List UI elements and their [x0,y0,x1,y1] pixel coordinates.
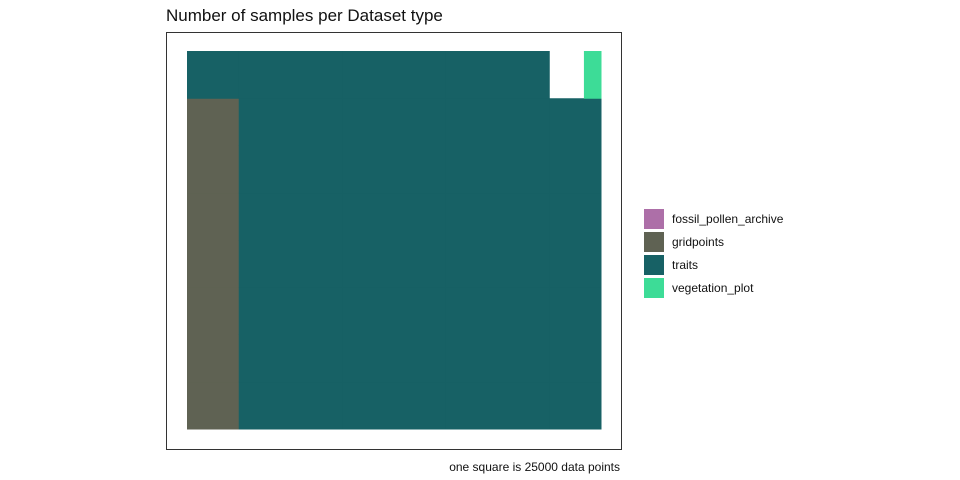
waffle-square-traits [290,51,343,99]
waffle-square-traits [342,240,395,288]
legend-item: traits [644,253,783,276]
legend-item: gridpoints [644,230,783,253]
waffle-square-traits [238,51,291,99]
waffle-square-traits [549,287,602,335]
waffle-square-traits [497,145,550,194]
waffle-square-traits [238,287,291,335]
waffle-square-gridpoints [187,381,240,430]
waffle-square-traits [238,334,291,383]
legend-label: fossil_pollen_archive [672,211,784,226]
waffle-square-traits [342,145,395,194]
waffle-square-traits [238,192,291,241]
legend-label: vegetation_plot [672,280,754,295]
waffle-square-traits [238,98,291,146]
waffle-square-traits [342,381,395,430]
waffle-square-gridpoints [187,145,240,194]
waffle-square-traits [497,192,550,241]
waffle-square-traits [342,51,395,99]
waffle-square-traits [238,240,291,288]
legend-item: fossil_pollen_archive [644,207,783,230]
waffle-square-traits [445,240,498,288]
waffle-square-gridpoints [187,192,240,241]
waffle-square-traits [445,192,498,241]
waffle-square-traits [290,192,343,241]
waffle-square-traits [445,334,498,383]
legend-item: vegetation_plot [644,276,783,299]
waffle-square-traits [394,192,447,241]
waffle-square-traits [187,51,240,99]
waffle-square-traits [394,240,447,288]
waffle-square-traits [394,287,447,335]
waffle-square-traits [290,287,343,335]
waffle-square-traits [394,145,447,194]
waffle-square-traits [394,334,447,383]
legend-label: gridpoints [672,234,725,249]
waffle-square-traits [497,240,550,288]
waffle-square-traits [394,381,447,430]
waffle-square-traits [549,381,602,430]
legend-swatch [644,277,664,298]
chart-caption: one square is 25000 data points [449,460,620,474]
waffle-square-gridpoints [187,98,240,146]
waffle-square-traits [445,98,498,146]
waffle-square-traits [445,51,498,99]
waffle-square-gridpoints [187,287,240,335]
waffle-square-traits [445,287,498,335]
legend-swatch [644,254,664,275]
waffle-square-traits [342,192,395,241]
waffle-square-traits [497,287,550,335]
waffle-square-traits [290,240,343,288]
waffle-square-traits [549,334,602,383]
waffle-square-traits [549,145,602,194]
waffle-square-vegetation-plot [583,51,602,99]
waffle-square-traits [290,334,343,383]
waffle-square-traits [290,98,343,146]
plot-panel [166,32,622,450]
waffle-square-traits [549,98,602,146]
legend-label: traits [672,257,699,272]
waffle-square-gridpoints [187,334,240,383]
waffle-square-traits [497,334,550,383]
waffle-square-traits [238,145,291,194]
waffle-square-traits [445,145,498,194]
legend-swatch [644,231,664,252]
legend-swatch [644,208,664,229]
waffle-square-traits [290,381,343,430]
waffle-square-traits [342,98,395,146]
waffle-square-gridpoints [187,240,240,288]
waffle-square-traits [497,51,550,99]
waffle-square-traits [394,98,447,146]
waffle-square-traits [549,192,602,241]
waffle-square-traits [290,145,343,194]
waffle-square-traits [497,381,550,430]
legend: fossil_pollen_archive gridpoints traits … [644,207,783,299]
waffle-square-traits [342,334,395,383]
waffle-square-traits [238,381,291,430]
waffle-square-traits [445,381,498,430]
waffle-square-traits [549,240,602,288]
chart-title: Number of samples per Dataset type [166,6,443,25]
waffle-square-traits [497,98,550,146]
waffle-chart [187,51,602,430]
waffle-square-traits [342,287,395,335]
waffle-square-traits [394,51,447,99]
